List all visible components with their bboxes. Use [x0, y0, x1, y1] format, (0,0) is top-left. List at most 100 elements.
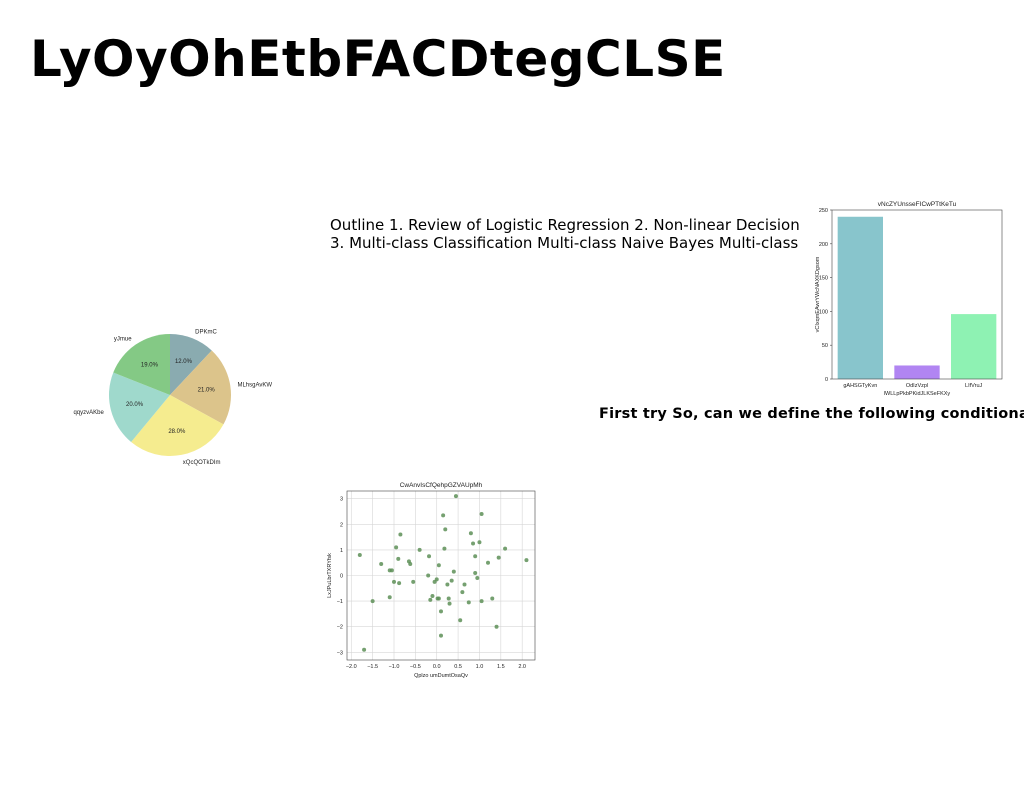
- scatter-point: [441, 513, 446, 518]
- scatter-point: [411, 579, 416, 584]
- scatter-point: [468, 531, 473, 536]
- scatter-point: [473, 570, 478, 575]
- scatter-y-tick-label: 1: [340, 548, 343, 554]
- bar-chart-title: vNcZYUnsseFICwPTtKeTu: [878, 201, 957, 208]
- slide-title: LyOyOhEtbFACDtegCLSE: [30, 30, 726, 88]
- pie-category-label: qqyzvAKbe: [73, 410, 104, 416]
- scatter-point: [396, 556, 401, 561]
- bar-y-tick-label: 250: [819, 208, 828, 214]
- scatter-point: [471, 541, 476, 546]
- scatter-point: [370, 599, 375, 604]
- bar-y-tick-label: 50: [822, 343, 828, 349]
- bar-y-tick-label: 100: [819, 309, 828, 315]
- scatter-x-tick-label: −1.5: [367, 664, 378, 670]
- scatter-point: [447, 601, 452, 606]
- scatter-point: [439, 633, 443, 638]
- scatter-x-tick-label: −0.5: [410, 664, 421, 670]
- scatter-x-tick-label: 0.5: [454, 664, 462, 670]
- scatter-point: [496, 555, 501, 560]
- scatter-point: [436, 563, 441, 568]
- scatter-chart: CwAnvIsCfQehpGZVAUpMh −2.0 −1.5 −1.0 −0.5 0.0…: [327, 482, 536, 679]
- bar: [894, 365, 940, 379]
- bar: [837, 216, 883, 379]
- scatter-point: [397, 581, 402, 586]
- bar-x-tick-label: OdIzVzpl: [906, 383, 928, 389]
- bar-x-tick-label: LIfVruJ: [965, 383, 982, 389]
- scatter-point: [439, 609, 443, 614]
- scatter-point: [394, 545, 399, 550]
- pie-category-label: DPKmC: [195, 329, 217, 335]
- scatter-point: [426, 573, 431, 578]
- bar-plot-frame: [831, 209, 1003, 380]
- bar-y-tick-label: 150: [819, 276, 828, 282]
- pie-pct-label: 12.0%: [175, 359, 193, 365]
- scatter-point: [430, 593, 435, 598]
- scatter-point: [458, 618, 463, 623]
- scatter-point: [392, 579, 396, 584]
- scatter-x-tick-label: −2.0: [346, 664, 357, 670]
- scatter-plot-frame: [346, 490, 536, 661]
- scatter-point: [428, 597, 433, 602]
- scatter-point: [427, 554, 432, 559]
- scatter-point: [408, 561, 413, 566]
- scatter-x-tick-label: −1.0: [389, 664, 400, 670]
- scatter-x-tick-label: 0.0: [433, 664, 441, 670]
- scatter-point: [460, 590, 465, 595]
- bar-x-axis-label: lWLLpPkbPKidJLKSeFKXy: [884, 391, 951, 397]
- scatter-point: [462, 582, 467, 587]
- scatter-point: [443, 527, 448, 532]
- scatter-point: [449, 578, 454, 583]
- scatter-y-axis-label: LxJPuLbrTXRYfsk: [327, 553, 333, 598]
- scatter-title: CwAnvIsCfQehpGZVAUpMh: [400, 482, 483, 489]
- scatter-point: [503, 546, 508, 551]
- scatter-y-tick-label: −3: [337, 650, 343, 656]
- pie-slice: [170, 334, 212, 395]
- scatter-point: [475, 576, 480, 581]
- bar-x-tick-label: gAHSGTyKvn: [843, 383, 877, 389]
- note-text: First try So, can we define the followin…: [599, 406, 1024, 422]
- scatter-point: [389, 568, 394, 573]
- pie-chart: 12.0% DPKmC 21.0% MLhsgAvKW 28.0% xQcQOTkDIm 2…: [73, 329, 272, 466]
- scatter-point: [473, 554, 478, 559]
- scatter-point: [442, 546, 447, 551]
- pie-slice: [170, 350, 231, 425]
- pie-slice: [131, 395, 224, 456]
- scatter-point: [524, 558, 529, 563]
- scatter-point: [434, 577, 439, 582]
- scatter-point: [486, 560, 490, 565]
- outline-text: Outline 1. Review of Logistic Regression…: [330, 216, 800, 252]
- bar: [951, 314, 997, 379]
- scatter-point: [477, 540, 482, 545]
- pie-category-label: xQcQOTkDIm: [183, 460, 221, 466]
- scatter-x-tick-label: 1.5: [497, 664, 505, 670]
- scatter-y-tick-label: 3: [340, 497, 343, 503]
- pie-pct-label: 20.0%: [126, 402, 144, 408]
- scatter-point: [417, 547, 422, 552]
- scatter-point: [379, 561, 384, 566]
- scatter-x-tick-label: 2.0: [518, 664, 526, 670]
- scatter-x-axis-label: Qplzo umDumtOsaQv: [414, 673, 468, 679]
- scatter-point: [445, 582, 450, 587]
- scatter-point: [398, 532, 403, 537]
- pie-slice: [109, 372, 170, 443]
- scatter-point: [436, 596, 441, 601]
- pie-pct-label: 21.0%: [198, 387, 216, 393]
- scatter-point: [362, 647, 367, 652]
- bar-y-tick-label: 200: [819, 242, 828, 248]
- pie-category-label: yJmue: [114, 336, 132, 342]
- scatter-point: [453, 494, 458, 499]
- scatter-point: [357, 553, 362, 558]
- scatter-point: [490, 596, 495, 601]
- scatter-point: [387, 595, 392, 600]
- scatter-y-tick-label: −1: [337, 599, 343, 605]
- scatter-point: [494, 624, 499, 629]
- pie-pct-label: 19.0%: [141, 363, 159, 369]
- scatter-y-tick-label: −2: [337, 625, 343, 631]
- scatter-point: [446, 596, 451, 601]
- bar-y-tick-label: 0: [825, 377, 828, 383]
- scatter-point: [479, 512, 484, 517]
- scatter-point: [451, 569, 456, 574]
- scatter-point: [466, 600, 471, 605]
- scatter-x-tick-label: 1.0: [476, 664, 484, 670]
- bar-chart: vNcZYUnsseFICwPTtKeTu gAHSGTyKvn OdIzVzpl L…: [815, 201, 1003, 397]
